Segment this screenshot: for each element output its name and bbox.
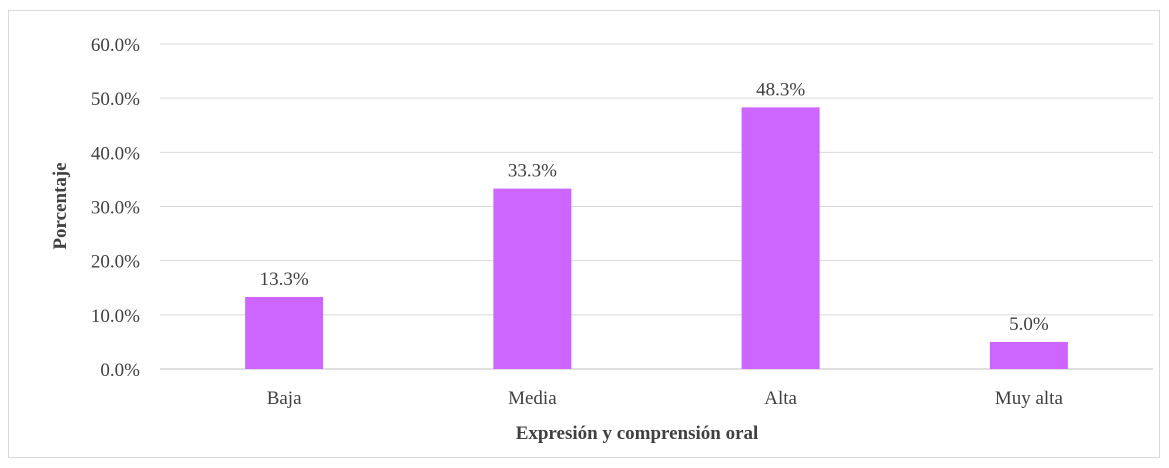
gridlines <box>160 43 1153 370</box>
bar-alta <box>741 107 820 369</box>
data-label: 13.3% <box>260 269 309 290</box>
x-tick-label: Muy alta <box>995 388 1064 409</box>
y-tick-labels: 0.0% 10.0% 20.0% 30.0% 40.0% 50.0% 60.0% <box>91 35 140 381</box>
y-tick-label: 40.0% <box>91 143 140 164</box>
bars <box>245 107 1068 369</box>
bar-muy-alta <box>989 341 1068 369</box>
bar-baja <box>245 296 324 369</box>
y-tick-label: 50.0% <box>91 89 140 110</box>
y-tick-label: 20.0% <box>91 252 140 273</box>
bar-media <box>493 188 572 369</box>
x-axis-title: Expresión y comprensión oral <box>516 423 759 444</box>
data-label: 48.3% <box>756 79 805 100</box>
y-axis-title: Porcentaje <box>50 162 71 249</box>
data-labels: 13.3% 33.3% 48.3% 5.0% <box>260 79 1049 335</box>
x-tick-labels: Baja Media Alta Muy alta <box>267 388 1064 409</box>
y-tick-label: 60.0% <box>91 35 140 56</box>
x-tick-label: Media <box>508 388 557 409</box>
data-label: 5.0% <box>1009 314 1049 335</box>
x-tick-label: Alta <box>764 388 797 409</box>
data-label: 33.3% <box>508 161 557 182</box>
y-tick-label: 10.0% <box>91 306 140 327</box>
chart-frame <box>8 10 1160 458</box>
y-tick-label: 0.0% <box>100 360 140 381</box>
x-tick-label: Baja <box>267 388 302 409</box>
y-tick-label: 30.0% <box>91 198 140 219</box>
